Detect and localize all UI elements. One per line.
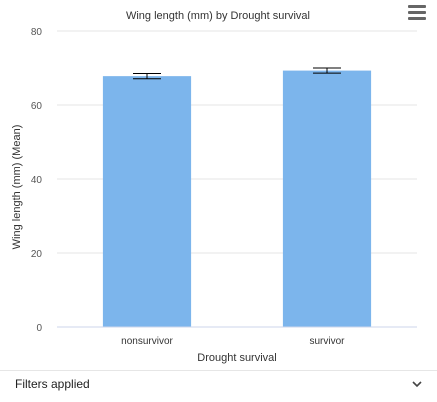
error-bars [133,67,341,80]
bar-nonsurvivor [102,76,192,327]
x-axis-title: Drought survival [197,352,276,364]
x-tick-label: survivor [309,336,345,347]
y-axis-ticks: 0 20 40 60 80 [31,27,43,334]
y-tick-label: 80 [31,27,43,38]
filters-applied-toggle[interactable]: Filters applied [0,370,437,402]
filters-label: Filters applied [15,377,90,391]
y-tick-label: 0 [36,323,42,334]
hamburger-menu-icon[interactable] [408,5,426,21]
y-tick-label: 60 [31,101,43,112]
chart-title: Wing length (mm) by Drought survival [126,10,310,22]
y-tick-label: 40 [31,175,43,186]
bars [102,70,372,327]
x-axis-ticks: nonsurvivor survivor [121,336,345,347]
bar-survivor [282,70,372,327]
chevron-down-icon [412,381,422,388]
y-tick-label: 20 [31,249,43,260]
chart: Wing length (mm) by Drought survival 0 20… [11,10,417,364]
x-tick-label: nonsurvivor [121,336,173,347]
y-axis-title: Wing length (mm) (Mean) [11,125,23,250]
